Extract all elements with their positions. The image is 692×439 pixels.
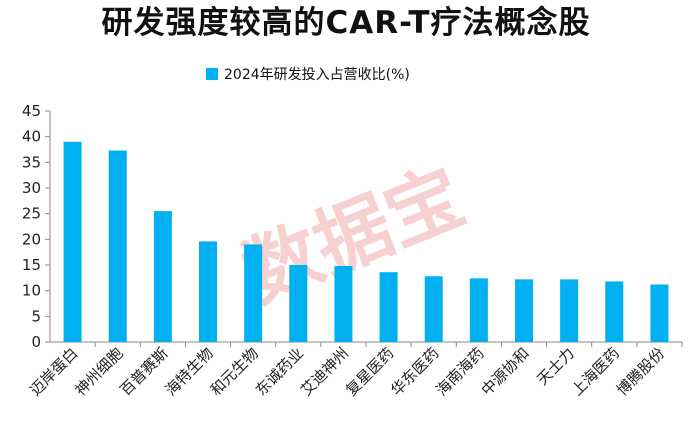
category-label: 博腾股份 xyxy=(613,344,668,399)
y-tick-label: 5 xyxy=(31,307,41,325)
y-tick-label: 25 xyxy=(22,205,41,223)
y-tick-label: 45 xyxy=(22,102,41,120)
category-label: 海特生物 xyxy=(162,344,217,399)
bar xyxy=(199,241,217,342)
category-label: 复星医药 xyxy=(342,344,397,399)
y-tick-label: 35 xyxy=(22,153,41,171)
bar xyxy=(244,244,263,342)
y-tick-label: 10 xyxy=(22,282,41,300)
bar xyxy=(379,272,398,342)
category-label: 和元生物 xyxy=(207,344,262,399)
legend-label: 2024年研发投入占营收比(%) xyxy=(224,67,410,83)
y-tick-label: 40 xyxy=(22,128,41,146)
bar xyxy=(289,265,308,342)
category-label: 华东医药 xyxy=(387,344,442,399)
category-label: 海南海药 xyxy=(433,344,488,399)
y-tick-label: 15 xyxy=(22,256,41,274)
legend: 2024年研发投入占营收比(%) xyxy=(206,64,410,84)
category-label: 上海医药 xyxy=(568,344,623,399)
category-label: 百普赛斯 xyxy=(117,344,172,399)
category-label: 神州细胞 xyxy=(71,344,126,399)
category-label: 艾迪神州 xyxy=(297,344,352,399)
bar xyxy=(153,211,172,342)
bar xyxy=(560,279,579,342)
category-label: 迈岸蛋白 xyxy=(26,344,81,399)
y-tick-label: 20 xyxy=(22,230,41,248)
bar xyxy=(515,279,533,342)
category-label: 中源协和 xyxy=(478,344,533,399)
bar xyxy=(650,284,669,342)
y-tick-label: 30 xyxy=(22,179,41,197)
chart-title: 研发强度较高的CAR-T疗法概念股 xyxy=(101,5,591,41)
category-label: 东诚药业 xyxy=(252,344,307,399)
bar xyxy=(108,150,127,342)
legend-swatch xyxy=(206,68,218,80)
bar xyxy=(334,266,353,342)
bar xyxy=(469,278,488,342)
bar xyxy=(63,141,82,342)
bar xyxy=(605,281,624,342)
y-tick-label: 0 xyxy=(31,333,41,351)
bar xyxy=(424,276,443,342)
